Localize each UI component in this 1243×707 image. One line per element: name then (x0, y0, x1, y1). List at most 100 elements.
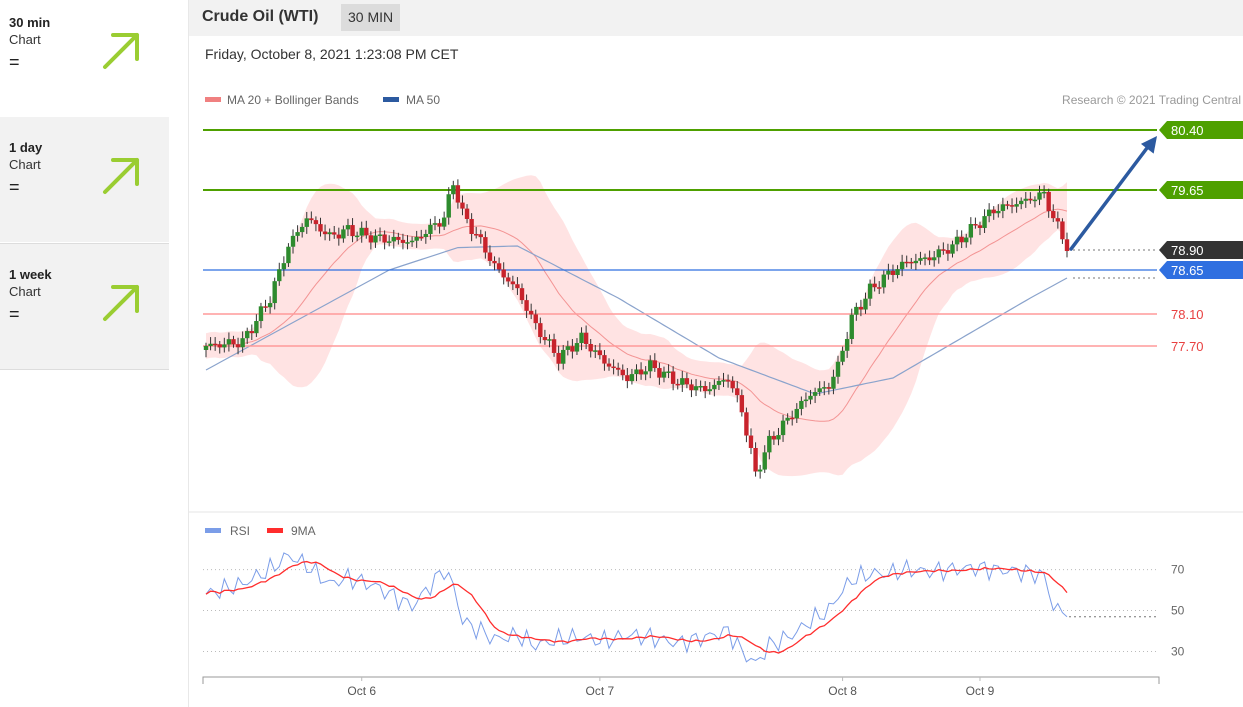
rsi-panel: 70 50 30 (203, 552, 1185, 663)
candle (785, 413, 790, 425)
candle (451, 180, 456, 200)
candle (1000, 197, 1006, 219)
candle (597, 343, 603, 360)
timeframe-chart-link[interactable]: Chart (9, 32, 41, 47)
candle-body (217, 344, 222, 348)
candle (506, 272, 511, 287)
candle-body (588, 343, 593, 352)
candle-body (506, 277, 511, 282)
candle (954, 229, 960, 252)
candle-body (748, 435, 754, 448)
candle-body (762, 452, 767, 470)
candle (899, 254, 905, 277)
candle-body (263, 306, 268, 308)
candle (414, 230, 419, 248)
candle-body (680, 378, 685, 385)
candle-body (483, 237, 488, 253)
timeframe-sidebar: 30 min Chart = 1 day Chart = 1 week Char… (0, 0, 169, 370)
candle (757, 464, 763, 479)
moving-averages (205, 208, 1068, 422)
candle (570, 339, 575, 359)
candle-body (634, 369, 639, 375)
candle (332, 225, 337, 239)
candle (652, 353, 658, 372)
candle-body (776, 435, 781, 440)
price-chart[interactable]: MA 20 + Bollinger Bands MA 50 Research ©… (189, 0, 1243, 707)
candle-body (812, 392, 818, 396)
timeframe-chart-link[interactable]: Chart (9, 284, 41, 299)
candle (1055, 211, 1061, 229)
instrument-title: Crude Oil (WTI) (202, 8, 319, 25)
candle (712, 379, 717, 397)
candle (945, 243, 951, 261)
candle (661, 366, 667, 383)
timeframe-1week[interactable]: 1 week Chart = (0, 243, 169, 369)
candle-body (496, 263, 502, 270)
candle (299, 223, 305, 238)
candle (959, 230, 964, 249)
forecast-arrow-shaft (1069, 142, 1152, 251)
chart-date: Friday, October 8, 2021 1:23:08 PM CET (205, 46, 459, 62)
candle-body (877, 287, 882, 289)
candle (666, 364, 671, 379)
candle (1032, 196, 1038, 208)
candle-body (267, 303, 273, 308)
candle (409, 236, 415, 247)
candle (377, 227, 383, 242)
candle-body (922, 257, 928, 259)
candle-body (203, 346, 209, 350)
candle (950, 240, 955, 258)
candle-body (226, 339, 232, 345)
candle-body (455, 185, 461, 203)
candle (286, 243, 291, 267)
candle-body (964, 237, 969, 243)
candle-body (977, 225, 983, 228)
candle (877, 281, 882, 295)
time-axis: Oct 6 Oct 7 Oct 8 Oct 9 (202, 676, 1160, 698)
candlesticks (203, 179, 1070, 479)
candle-body (542, 337, 548, 341)
chart-panel: Crude Oil (WTI) 30 MIN Friday, October 8… (188, 0, 1243, 707)
candle-body (1055, 218, 1061, 222)
candle-body (945, 250, 951, 254)
candle (863, 292, 868, 314)
candle (702, 381, 708, 399)
candle (941, 242, 946, 255)
candle-body (794, 408, 799, 419)
timeframe-30min[interactable]: 30 min Chart = (0, 0, 169, 125)
candle (762, 445, 767, 473)
candle (231, 335, 236, 348)
candle (904, 255, 909, 268)
candle-body (881, 274, 887, 288)
candle (464, 204, 470, 224)
rsi-tick-label: 30 (1171, 645, 1185, 659)
candle-body (570, 346, 575, 352)
level-label-bg (1159, 181, 1243, 199)
level-label: 78.10 (1171, 307, 1204, 322)
candle-body (400, 239, 406, 243)
candle (469, 213, 474, 242)
candle (565, 340, 571, 356)
candle-body (1009, 205, 1015, 207)
candle-body (721, 380, 726, 382)
rsi-9ma-line (205, 560, 1068, 654)
candle (643, 366, 648, 381)
candle-body (629, 374, 635, 382)
candle-body (959, 236, 964, 243)
candle-body (799, 400, 804, 409)
candle-body (657, 368, 662, 378)
candle (721, 372, 726, 388)
candle-body (899, 261, 905, 270)
timeframe-1day[interactable]: 1 day Chart = (0, 117, 169, 242)
time-axis-line (202, 676, 1160, 684)
timeframe-chart-link[interactable]: Chart (9, 157, 41, 172)
candle (968, 217, 974, 245)
candle-body (954, 236, 960, 245)
candle (313, 216, 319, 232)
timeframe-period: 30 min (9, 15, 51, 30)
candle (611, 359, 616, 375)
candle (272, 277, 277, 310)
candle-body (707, 389, 712, 392)
candle-body (519, 288, 525, 301)
candle (249, 324, 254, 341)
